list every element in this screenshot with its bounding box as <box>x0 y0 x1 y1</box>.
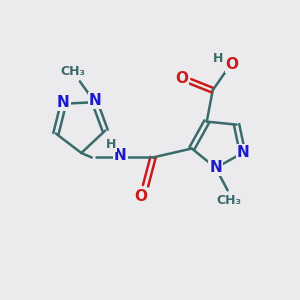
Text: CH₃: CH₃ <box>217 194 242 207</box>
Text: O: O <box>175 71 188 86</box>
Text: H: H <box>106 137 116 151</box>
Text: N: N <box>57 95 70 110</box>
Text: N: N <box>89 93 102 108</box>
Text: N: N <box>114 148 127 163</box>
Text: CH₃: CH₃ <box>61 65 86 78</box>
Text: N: N <box>237 146 250 160</box>
Text: H: H <box>213 52 223 65</box>
Text: N: N <box>209 160 222 175</box>
Text: O: O <box>134 189 148 204</box>
Text: O: O <box>226 57 238 72</box>
